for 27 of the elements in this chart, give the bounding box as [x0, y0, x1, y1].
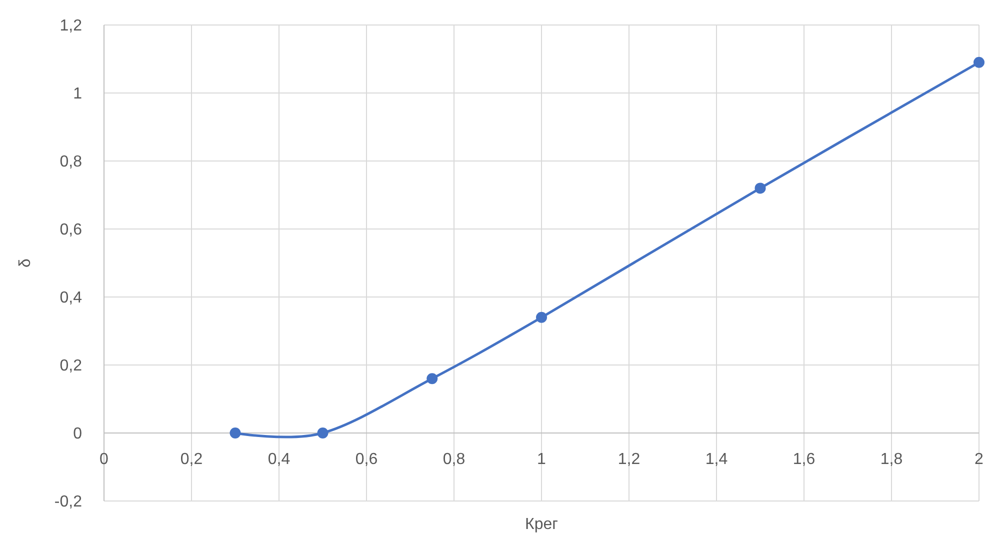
point	[974, 56, 984, 68]
y-tick-label: 0,4	[60, 290, 82, 307]
y-axis-title: δ	[17, 258, 34, 268]
x-tick-label: 1	[537, 451, 546, 468]
x-tick-label: 1,2	[618, 451, 640, 468]
y-tick-label: 0,2	[60, 358, 82, 375]
y-tick-label: -0,2	[54, 494, 82, 511]
x-tick-label: 1,6	[792, 451, 816, 468]
x-tick-label: 0,6	[355, 451, 378, 468]
point	[536, 312, 547, 323]
x-tick-label: 0,4	[268, 451, 290, 468]
point	[754, 182, 766, 194]
point	[230, 428, 241, 438]
point	[426, 373, 438, 384]
y-tick-label: 0,6	[60, 222, 82, 239]
x-tick-label: 2	[974, 451, 984, 468]
x-axis-title: Крег	[525, 516, 558, 533]
x-tick-label: 1,8	[880, 451, 903, 468]
y-tick-label: 1	[73, 86, 82, 103]
y-tick-label: 0	[73, 426, 82, 443]
x-tick-label: 1,4	[705, 451, 728, 468]
x-tick-label: 0,2	[180, 451, 203, 468]
point	[317, 428, 328, 438]
x-tick-label: 0,8	[442, 451, 466, 468]
y-tick-label: 0,8	[60, 154, 82, 171]
y-tick-label: 1,2	[60, 18, 82, 35]
x-tick-label: 0	[100, 451, 109, 468]
